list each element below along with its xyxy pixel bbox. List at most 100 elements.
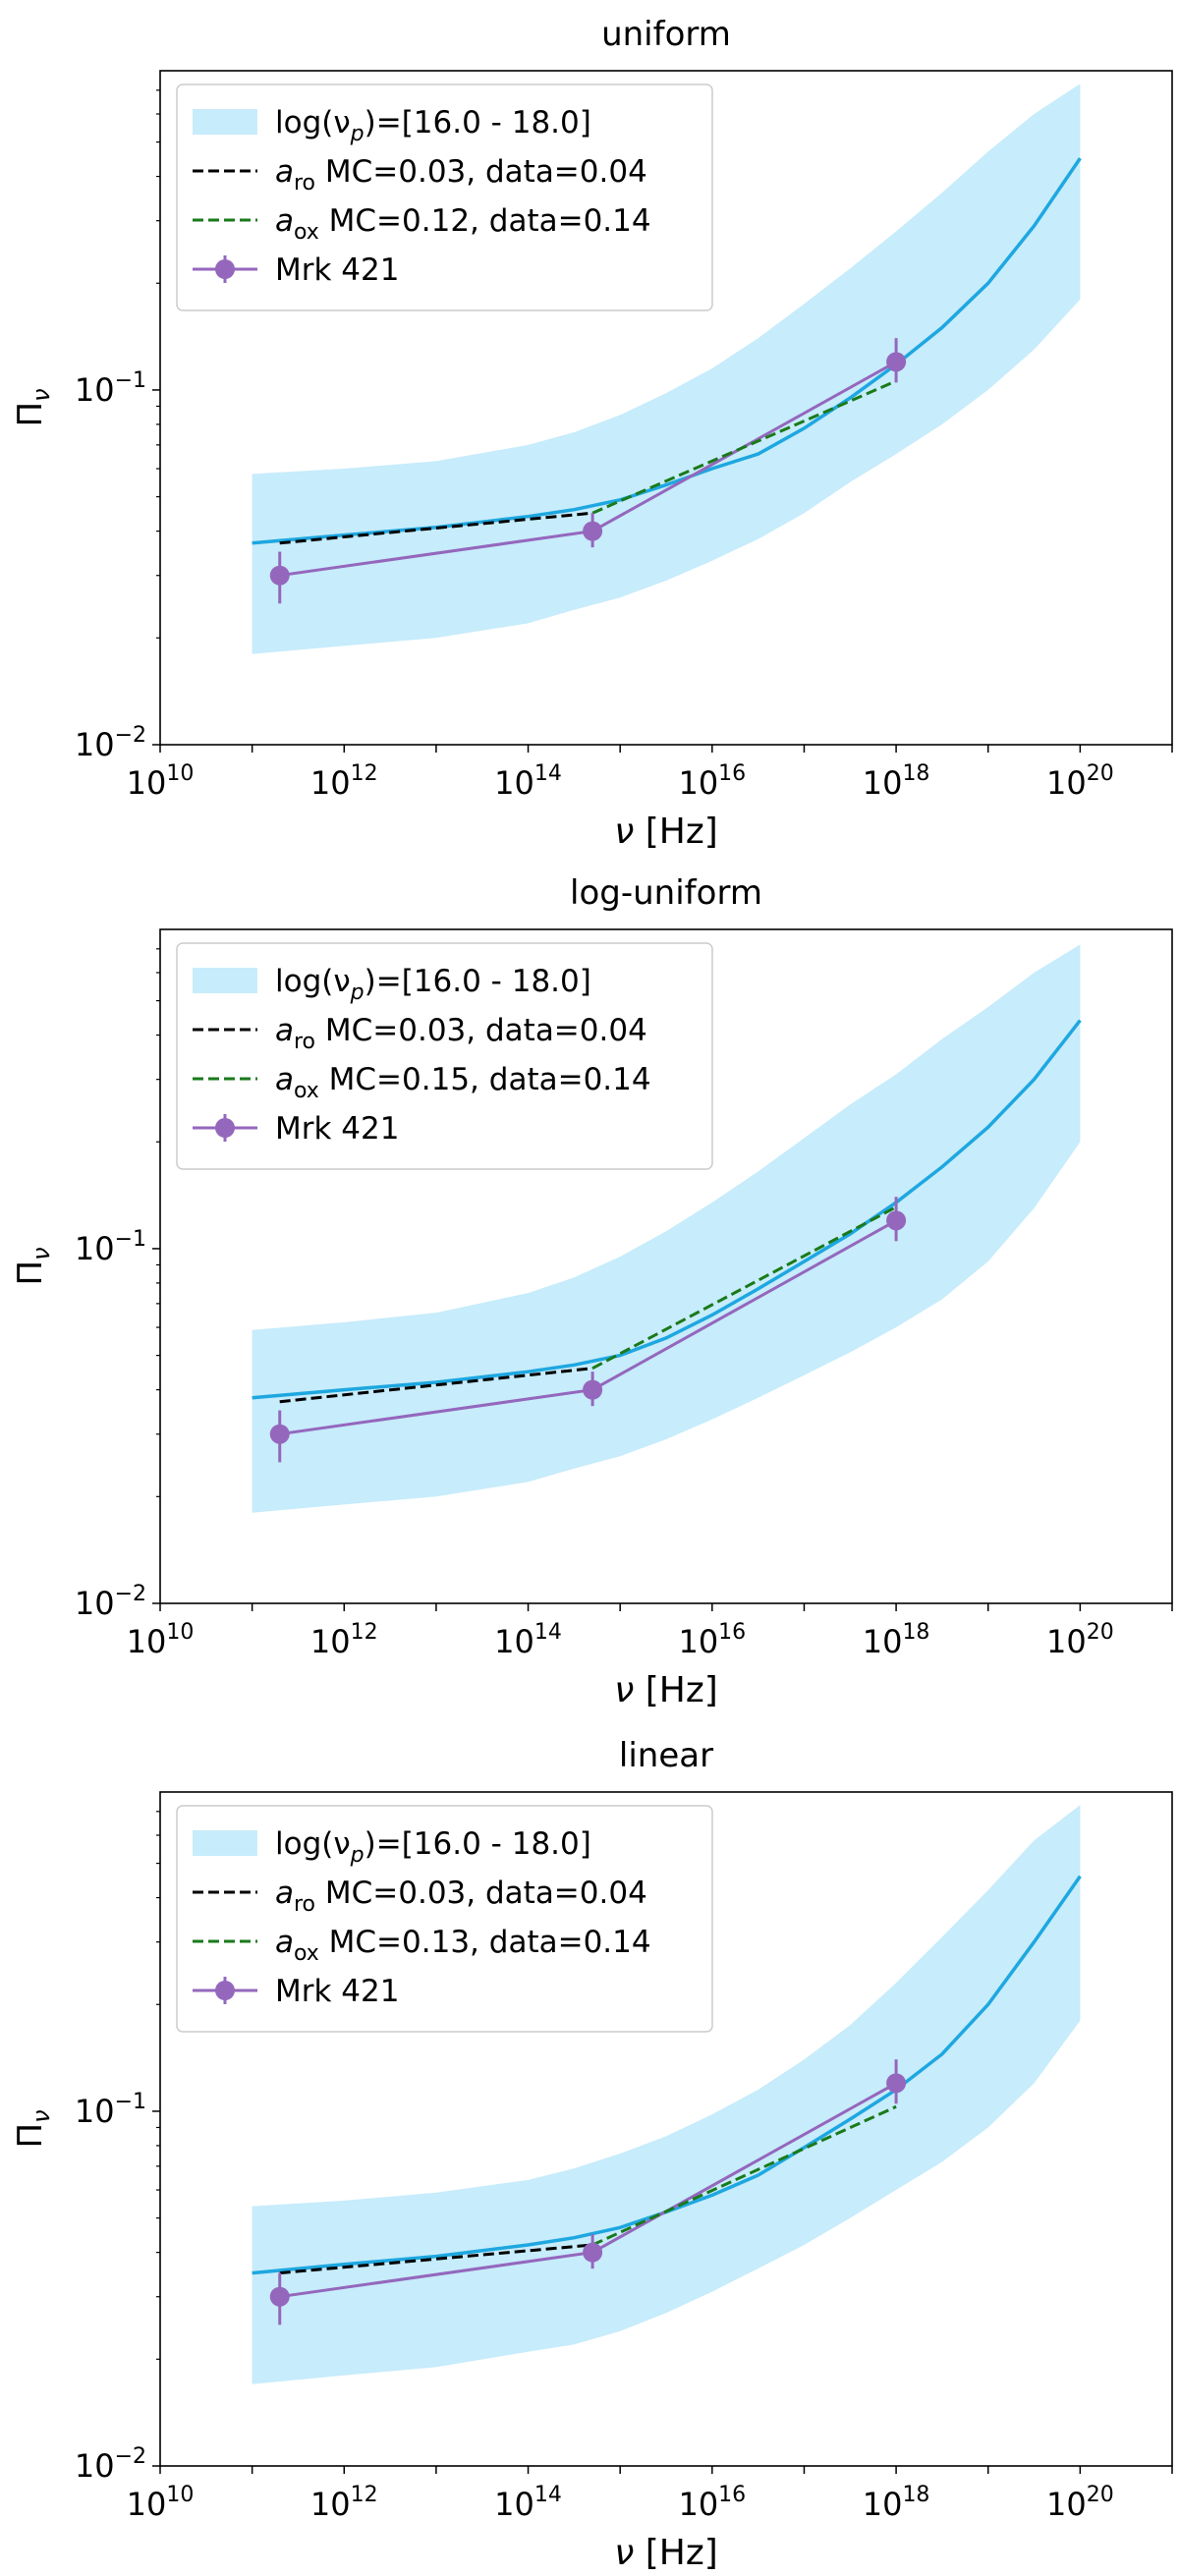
y-tick-label: 10−1 — [75, 368, 146, 409]
x-tick-label: 1016 — [678, 1620, 746, 1660]
mc-median-line — [252, 157, 1082, 545]
mrk421-marker — [886, 2073, 907, 2094]
mrk421-point — [583, 2234, 603, 2269]
x-tick-label: 1012 — [310, 2483, 378, 2523]
y-tick-label: 10−2 — [75, 2444, 146, 2485]
legend-label: aox MC=0.15, data=0.14 — [275, 1062, 651, 1103]
x-tick-label: 1012 — [310, 761, 378, 802]
x-ticks: 1010 1012 1014 1016 1018 1020 — [127, 2466, 1173, 2523]
legend-box — [176, 84, 713, 311]
mrk421-marker — [886, 1210, 907, 1231]
legend-mrk-marker — [215, 259, 235, 279]
mrk421-point — [269, 551, 290, 604]
legend-label: aro MC=0.03, data=0.04 — [275, 154, 647, 196]
nu-peak-band — [252, 944, 1081, 1513]
x-tick-label: 1012 — [310, 1620, 378, 1660]
legend-band-swatch — [193, 1830, 257, 1856]
aro-line — [279, 1367, 593, 1404]
axes-frame — [159, 928, 1173, 1604]
mc-median-line — [252, 1019, 1082, 1400]
mrk421-point — [886, 338, 907, 383]
y-axis-label: Πν — [11, 1248, 55, 1286]
legend: log(νp)=[16.0 - 18.0] aro MC=0.03, data=0… — [176, 84, 713, 311]
legend-label: aro MC=0.03, data=0.04 — [275, 1876, 647, 1917]
mrk421-marker — [269, 1424, 290, 1444]
legend-label: Mrk 421 — [275, 1111, 399, 1147]
y-tick-label: 10−1 — [75, 1227, 146, 1267]
x-tick-label: 1020 — [1046, 1620, 1114, 1660]
legend-box — [176, 1805, 713, 2033]
legend-label: aox MC=0.12, data=0.14 — [275, 203, 651, 245]
x-tick-label: 1018 — [863, 761, 930, 802]
mrk421-marker — [583, 1379, 603, 1400]
plot-area — [252, 84, 1082, 654]
mc-median-line — [252, 1875, 1082, 2275]
legend-label: aro MC=0.03, data=0.04 — [275, 1013, 647, 1054]
aox-line — [591, 1205, 897, 1371]
y-axis-label: Πν — [11, 389, 55, 427]
aox-line — [591, 2104, 897, 2247]
x-ticks: 1010 1012 1014 1016 1018 1020 — [127, 745, 1173, 802]
x-tick-label: 1014 — [494, 761, 562, 802]
chart-panel-2: 1010 1012 1014 1016 1018 1020 10−2 10−1 log-unif… — [11, 873, 1173, 1710]
mrk421-point — [886, 2059, 907, 2104]
legend: log(νp)=[16.0 - 18.0] aro MC=0.03, data=0… — [176, 942, 713, 1170]
x-axis-label: ν [Hz] — [614, 812, 718, 852]
x-tick-label: 1020 — [1046, 761, 1114, 802]
legend-box — [176, 942, 713, 1170]
x-tick-label: 1020 — [1046, 2483, 1114, 2523]
mrk421-marker — [269, 565, 290, 586]
legend-band-swatch — [193, 968, 257, 993]
chart-title: linear — [619, 1736, 713, 1775]
x-tick-label: 1018 — [863, 2483, 930, 2523]
x-axis-label: ν [Hz] — [614, 1670, 718, 1710]
axes-frame — [159, 1791, 1173, 2467]
y-ticks: 10−2 10−1 — [75, 948, 160, 1622]
y-tick-label: 10−2 — [75, 723, 146, 763]
y-ticks: 10−2 10−1 — [75, 1811, 160, 2485]
aro-line — [279, 511, 593, 545]
x-tick-label: 1010 — [127, 2483, 195, 2523]
x-tick-label: 1010 — [127, 761, 195, 802]
legend-label: log(νp)=[16.0 - 18.0] — [275, 1826, 591, 1868]
legend-label: aox MC=0.13, data=0.14 — [275, 1925, 651, 1966]
x-tick-label: 1014 — [494, 2483, 562, 2523]
plot-area — [252, 944, 1082, 1513]
legend-label: log(νp)=[16.0 - 18.0] — [275, 105, 591, 146]
plot-area — [252, 1805, 1082, 2384]
x-tick-label: 1016 — [678, 761, 746, 802]
mrk421-marker — [886, 352, 907, 372]
aox-line — [591, 379, 897, 515]
legend-label: Mrk 421 — [275, 1974, 399, 2009]
x-axis-label: ν [Hz] — [614, 2533, 718, 2573]
legend-band-swatch — [193, 109, 257, 135]
x-ticks: 1010 1012 1014 1016 1018 1020 — [127, 1603, 1173, 1660]
mrk421-point — [269, 2272, 290, 2325]
nu-peak-band — [252, 1805, 1081, 2384]
mrk421-point — [583, 1372, 603, 1407]
mrk421-point — [269, 1410, 290, 1463]
legend-mrk-marker — [215, 1118, 235, 1138]
y-axis-label: Πν — [11, 2110, 55, 2149]
chart-title: log-uniform — [570, 873, 762, 913]
x-tick-label: 1010 — [127, 1620, 195, 1660]
chart-title: uniform — [601, 15, 731, 54]
x-tick-label: 1018 — [863, 1620, 930, 1660]
mrk421-marker — [269, 2286, 290, 2307]
legend-mrk-marker — [215, 1981, 235, 2000]
mrk421-point — [583, 513, 603, 548]
mrk421-marker — [583, 2242, 603, 2263]
y-ticks: 10−2 10−1 — [75, 89, 160, 763]
legend-label: Mrk 421 — [275, 252, 399, 288]
mrk421-marker — [583, 521, 603, 541]
legend-label: log(νp)=[16.0 - 18.0] — [275, 964, 591, 1005]
chart-panel-3: 1010 1012 1014 1016 1018 1020 10−2 10−1 linear ν … — [11, 1736, 1173, 2573]
chart-panel-1: 1010 1012 1014 1016 1018 1020 10−2 10−1 uniform ν… — [11, 15, 1173, 852]
legend: log(νp)=[16.0 - 18.0] aro MC=0.03, data=0… — [176, 1805, 713, 2033]
x-tick-label: 1016 — [678, 2483, 746, 2523]
y-tick-label: 10−2 — [75, 1582, 146, 1622]
axes-frame — [159, 70, 1173, 746]
nu-peak-band — [252, 84, 1081, 654]
aro-line — [279, 2243, 593, 2275]
